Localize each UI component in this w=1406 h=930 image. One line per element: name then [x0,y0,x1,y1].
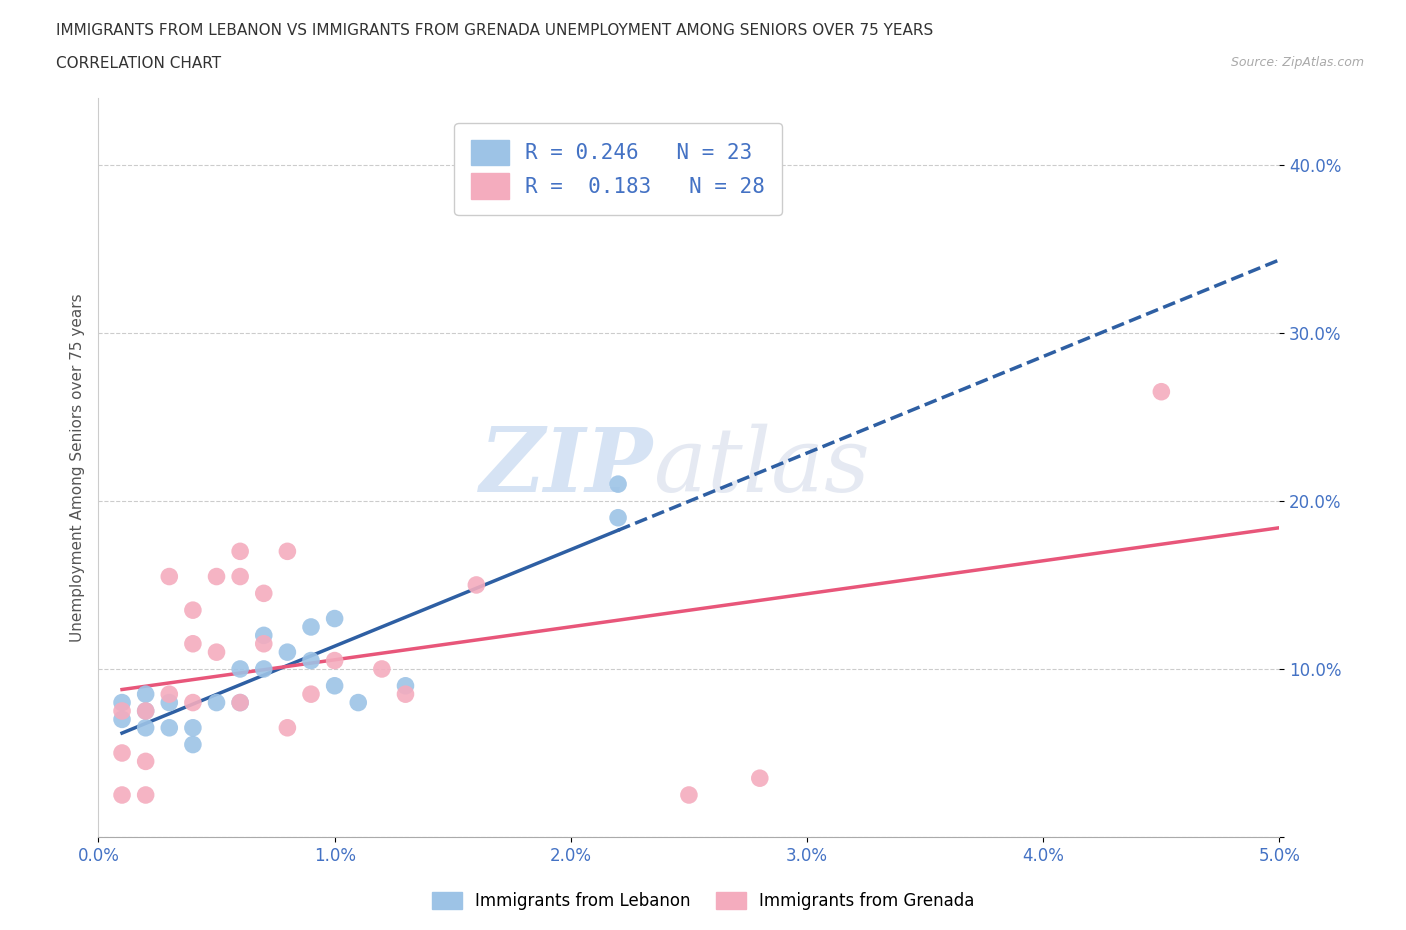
Point [135,721,157,736]
Text: atlas: atlas [654,424,869,511]
Point [181,603,204,618]
Point [748,771,770,786]
Point [299,686,322,701]
Point [371,661,394,676]
Text: Source: ZipAtlas.com: Source: ZipAtlas.com [1230,56,1364,69]
Text: CORRELATION CHART: CORRELATION CHART [56,56,221,71]
Point [394,686,416,701]
Point [181,721,204,736]
Legend: R = 0.246   N = 23, R =  0.183   N = 28: R = 0.246 N = 23, R = 0.183 N = 28 [454,123,782,216]
Point [299,653,322,668]
Y-axis label: Unemployment Among Seniors over 75 years: Unemployment Among Seniors over 75 years [69,293,84,642]
Point [205,569,228,584]
Point [253,636,276,651]
Point [181,636,204,651]
Point [678,788,700,803]
Point [465,578,488,592]
Point [111,712,134,727]
Point [276,721,298,736]
Point [181,695,204,710]
Point [394,678,416,693]
Point [157,686,180,701]
Point [253,628,276,643]
Point [205,695,228,710]
Legend: Immigrants from Lebanon, Immigrants from Grenada: Immigrants from Lebanon, Immigrants from… [425,885,981,917]
Point [229,695,252,710]
Point [157,695,180,710]
Point [111,788,134,803]
Point [299,619,322,634]
Point [181,737,204,752]
Point [135,703,157,718]
Point [1150,384,1173,399]
Point [157,569,180,584]
Point [157,721,180,736]
Point [323,653,346,668]
Point [276,544,298,559]
Point [229,544,252,559]
Point [135,703,157,718]
Point [229,695,252,710]
Point [135,686,157,701]
Point [347,695,370,710]
Point [323,611,346,626]
Point [135,788,157,803]
Point [229,569,252,584]
Text: ZIP: ZIP [479,424,654,511]
Point [111,703,134,718]
Point [111,695,134,710]
Point [607,477,630,492]
Text: IMMIGRANTS FROM LEBANON VS IMMIGRANTS FROM GRENADA UNEMPLOYMENT AMONG SENIORS OV: IMMIGRANTS FROM LEBANON VS IMMIGRANTS FR… [56,23,934,38]
Point [229,661,252,676]
Point [276,644,298,659]
Point [135,754,157,769]
Point [253,661,276,676]
Point [253,586,276,601]
Point [323,678,346,693]
Point [205,644,228,659]
Point [111,746,134,761]
Point [607,511,630,525]
